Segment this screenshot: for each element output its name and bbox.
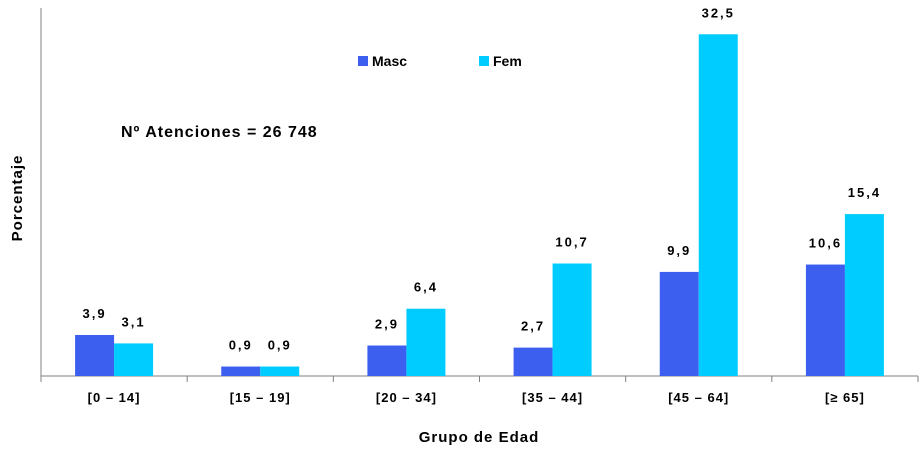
bar-fem-0 — [114, 343, 154, 376]
x-tick-label-5: [≥ 65] — [825, 390, 865, 405]
data-label-fem-3: 10,7 — [555, 234, 588, 249]
bars — [75, 34, 884, 377]
bar-masc-1 — [221, 366, 261, 376]
data-label-masc-5: 10,6 — [809, 236, 842, 251]
data-label-masc-4: 9,9 — [667, 243, 691, 258]
legend: Masc Fem — [358, 53, 522, 69]
x-axis-title: Grupo de Edad — [419, 429, 540, 446]
legend-swatch-fem — [479, 56, 489, 66]
legend-swatch-masc — [358, 56, 368, 66]
annotation-total-visits: Nº Atenciones = 26 748 — [121, 124, 318, 141]
x-tick-labels: [0 – 14] [15 – 19] [20 – 34] [35 – 44] [45 –… — [40, 376, 919, 405]
bar-fem-1 — [260, 366, 300, 376]
bar-masc-0 — [75, 334, 115, 376]
data-label-fem-0: 3,1 — [122, 314, 146, 329]
data-label-masc-2: 2,9 — [375, 317, 399, 332]
x-tick-label-1: [15 – 19] — [230, 390, 291, 405]
bar-fem-4 — [698, 34, 738, 377]
data-label-masc-3: 2,7 — [521, 319, 545, 334]
data-label-fem-5: 15,4 — [848, 185, 881, 200]
bar-masc-3 — [513, 347, 553, 376]
x-tick-label-0: [0 – 14] — [88, 390, 141, 405]
bar-masc-5 — [805, 264, 845, 376]
data-label-fem-1: 0,9 — [268, 338, 292, 353]
bar-fem-3 — [552, 263, 592, 376]
legend-label-fem: Fem — [493, 53, 522, 69]
bar-fem-2 — [406, 308, 446, 376]
y-axis-title: Porcentaje — [9, 155, 26, 242]
bar-masc-2 — [367, 345, 407, 376]
legend-label-masc: Masc — [372, 53, 407, 69]
x-tick-label-4: [45 – 64] — [668, 390, 729, 405]
bar-fem-5 — [844, 214, 884, 376]
data-label-masc-1: 0,9 — [229, 338, 253, 353]
x-tick-label-3: [35 – 44] — [522, 390, 583, 405]
data-label-fem-2: 6,4 — [414, 280, 438, 295]
data-label-fem-4: 32,5 — [702, 5, 735, 20]
data-label-masc-0: 3,9 — [83, 306, 107, 321]
data-labels: 3,9 3,1 0,9 0,9 2,9 6,4 2,7 10,7 9,9 32,5 10,6 15,4 — [83, 5, 881, 353]
x-tick-label-2: [20 – 34] — [376, 390, 437, 405]
bar-masc-4 — [659, 271, 699, 376]
